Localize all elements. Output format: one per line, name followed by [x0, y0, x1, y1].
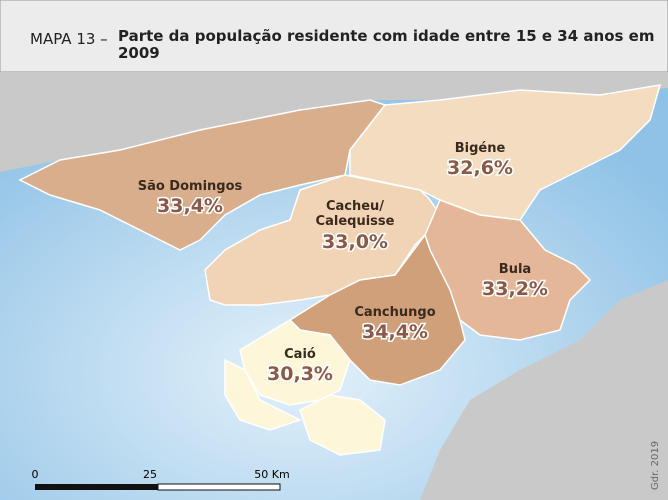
map-title: Parte da população residente com idade e… [118, 28, 655, 62]
scale-label: 50 Km [254, 468, 289, 481]
region-value: 34,4% [362, 321, 428, 343]
region-value: 32,6% [447, 157, 513, 179]
region-sao-domingos [18, 99, 387, 251]
region-name: Cacheu/Calequisse [316, 199, 395, 229]
credit: Gdr. 2019 [650, 441, 661, 490]
region-value: 30,3% [267, 363, 333, 385]
land-north [0, 72, 668, 172]
region-name: Bula [499, 262, 531, 277]
scale-label: 0 [32, 468, 39, 481]
region-name: Canchungo [354, 305, 435, 320]
region-value: 33,4% [157, 195, 223, 217]
region-name: São Domingos [138, 179, 243, 194]
map-number: MAPA 13 – [30, 30, 108, 48]
title-box: Parte da população residente com idade e… [118, 28, 655, 62]
scale-bar [157, 483, 281, 491]
region-name: Caió [284, 347, 316, 362]
island [224, 358, 302, 431]
land-south [420, 280, 668, 500]
scale-bar [35, 484, 158, 490]
region-value: 33,0% [322, 231, 388, 253]
region-value: 33,2% [482, 278, 548, 300]
scale-label: 25 [143, 468, 157, 481]
region-canchungo [288, 233, 466, 386]
island [299, 394, 386, 456]
region-caio [239, 319, 351, 406]
region-name: Bigéne [455, 141, 506, 156]
